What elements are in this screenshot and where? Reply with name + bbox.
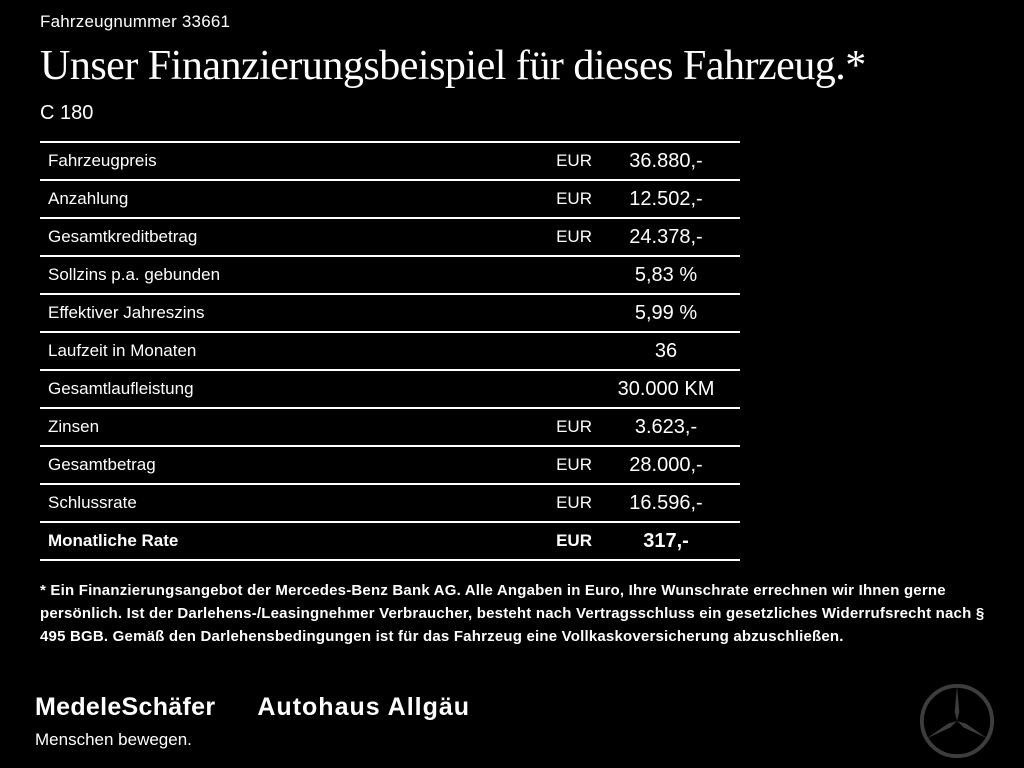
- row-value: 5,83 %: [634, 263, 698, 286]
- row-currency: EUR: [556, 493, 592, 512]
- row-value: 5,99 %: [634, 301, 698, 324]
- table-row: Gesamtlaufleistung 30.000 KM: [40, 369, 740, 407]
- table-row: Schlussrate EUR 16.596,-: [40, 483, 740, 521]
- page-title: Unser Finanzierungsbeispiel für dieses F…: [40, 43, 866, 89]
- row-currency: EUR: [556, 417, 592, 436]
- row-label: Anzahlung: [48, 189, 129, 208]
- row-value: 28.000,-: [629, 453, 703, 476]
- table-row: Gesamtbetrag EUR 28.000,-: [40, 445, 740, 483]
- table-row: Laufzeit in Monaten 36: [40, 331, 740, 369]
- row-value: 30.000 KM: [617, 377, 715, 400]
- row-label: Gesamtlaufleistung: [48, 379, 194, 398]
- row-currency: EUR: [556, 227, 592, 246]
- table-row: Sollzins p.a. gebunden 5,83 %: [40, 255, 740, 293]
- finance-table: Fahrzeugpreis EUR 36.880,- Anzahlung EUR…: [40, 141, 740, 561]
- row-currency: EUR: [556, 531, 592, 550]
- dealer-logo-medele-schaefer: MedeleSchäfer: [35, 693, 216, 721]
- table-row: Effektiver Jahreszins 5,99 %: [40, 293, 740, 331]
- row-currency: EUR: [556, 189, 592, 208]
- table-row-monthly-rate: Monatliche Rate EUR 317,-: [40, 521, 740, 559]
- row-label: Gesamtbetrag: [48, 455, 156, 474]
- row-label: Schlussrate: [48, 493, 137, 512]
- row-value: 36: [654, 339, 678, 362]
- row-value: 12.502,-: [629, 187, 703, 210]
- row-label: Monatliche Rate: [48, 531, 179, 550]
- row-value: 36.880,-: [629, 149, 703, 172]
- table-row: Zinsen EUR 3.623,-: [40, 407, 740, 445]
- row-label: Gesamtkreditbetrag: [48, 227, 198, 246]
- row-value: 24.378,-: [629, 225, 703, 248]
- row-currency: EUR: [556, 151, 592, 170]
- mercedes-star-icon: [919, 683, 995, 759]
- row-value: 16.596,-: [629, 491, 703, 514]
- row-value: 3.623,-: [634, 415, 698, 438]
- row-label: Sollzins p.a. gebunden: [48, 265, 221, 284]
- footer-tagline: Menschen bewegen.: [35, 730, 192, 749]
- footer: MedeleSchäfer Autohaus Allgäu Menschen b…: [35, 693, 470, 750]
- table-row: Anzahlung EUR 12.502,-: [40, 179, 740, 217]
- table-row: Gesamtkreditbetrag EUR 24.378,-: [40, 217, 740, 255]
- row-label: Zinsen: [48, 417, 100, 436]
- legal-footnote: * Ein Finanzierungsangebot der Mercedes-…: [40, 582, 985, 645]
- row-value: 317,-: [643, 529, 689, 552]
- vehicle-number: Fahrzeugnummer 33661: [40, 12, 231, 31]
- vehicle-model: C 180: [40, 102, 94, 124]
- row-label: Effektiver Jahreszins: [48, 303, 205, 322]
- row-label: Fahrzeugpreis: [48, 151, 157, 170]
- table-row: Fahrzeugpreis EUR 36.880,-: [40, 141, 740, 179]
- row-label: Laufzeit in Monaten: [48, 341, 197, 360]
- dealer-logo-autohaus-allgaeu: Autohaus Allgäu: [257, 693, 471, 721]
- row-currency: EUR: [556, 455, 592, 474]
